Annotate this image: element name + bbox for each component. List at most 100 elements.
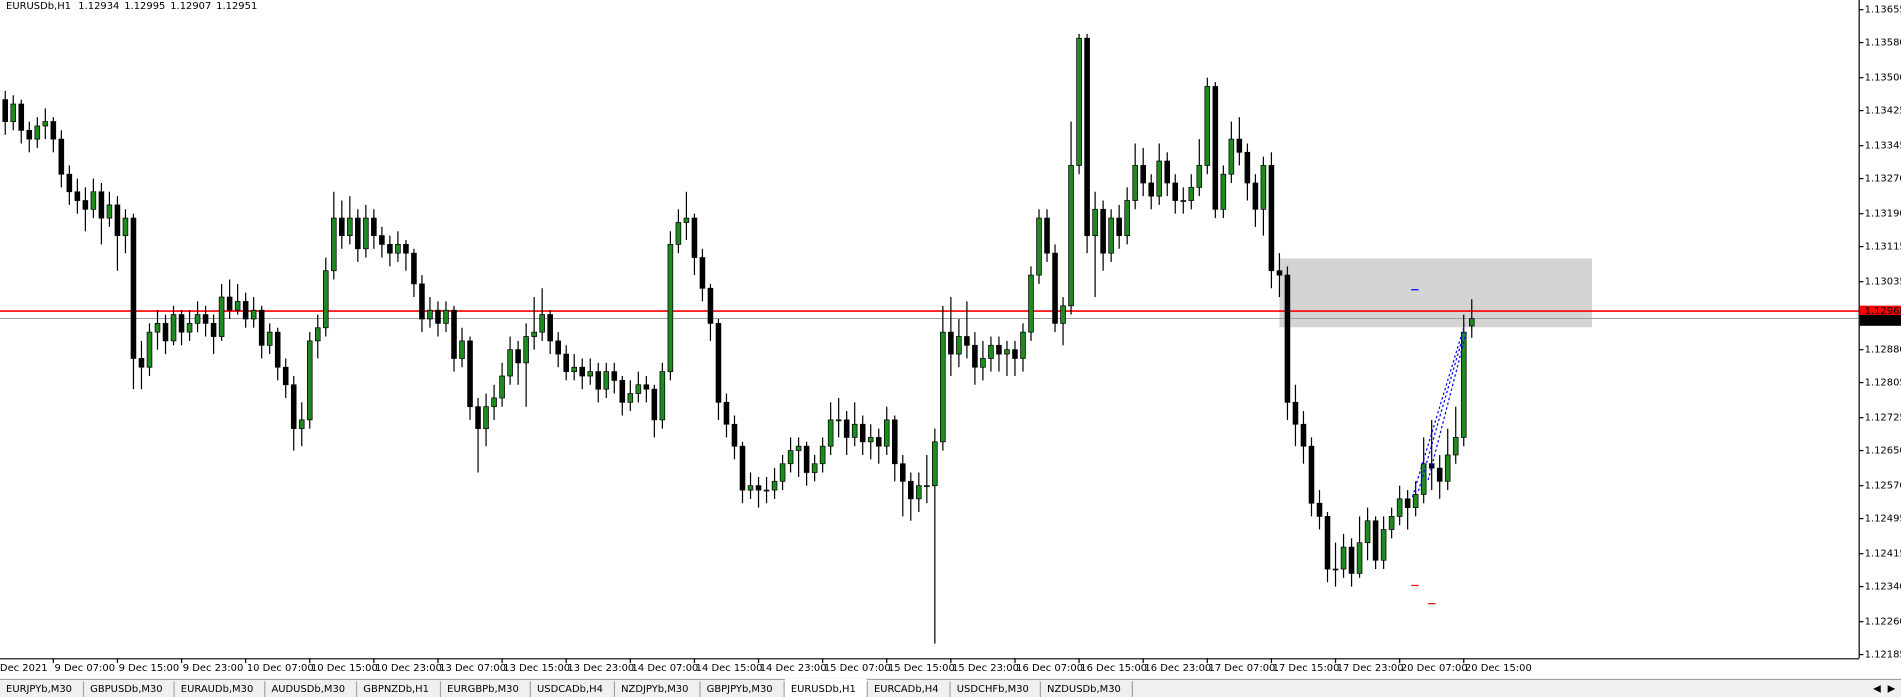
candle-body: [763, 489, 770, 492]
candle-body: [531, 331, 537, 337]
tab-label[interactable]: EURUSDb,H1: [791, 684, 856, 695]
candle-body: [298, 419, 305, 430]
candle-body: [1308, 445, 1315, 504]
tab-background[interactable]: [784, 678, 867, 697]
candle-body: [1212, 86, 1219, 210]
tab[interactable]: NZDUSDb,M30: [1040, 680, 1133, 697]
tab-label[interactable]: NZDJPYb,M30: [621, 684, 688, 695]
x-tick-label: 16 Dec 07:00: [1016, 663, 1083, 674]
tab-background[interactable]: [441, 680, 530, 697]
tab[interactable]: USDCHFb,M30: [950, 680, 1041, 697]
candle-body: [18, 103, 25, 131]
tab[interactable]: GBPNZDb,H1: [357, 680, 442, 697]
candle-body: [611, 371, 618, 381]
tab-background[interactable]: [265, 680, 357, 697]
tab-background[interactable]: [174, 680, 265, 697]
candle-body: [1356, 542, 1363, 574]
x-tick-label: 10 Dec 07:00: [247, 663, 314, 674]
tab[interactable]: GBPUSDb,M30: [84, 680, 175, 697]
tab-scroll-right[interactable]: ▶: [1888, 684, 1896, 695]
trade-line: [1417, 339, 1463, 492]
tab[interactable]: EURJPYb,M30: [0, 680, 85, 697]
tab-label[interactable]: EURGBPb,M30: [447, 684, 519, 695]
x-tick-label: 9 Dec 15:00: [119, 663, 180, 674]
candle-body: [1412, 494, 1419, 508]
x-tick-label: 9 Dec 23:00: [183, 663, 244, 674]
tab-background[interactable]: [867, 680, 950, 697]
tab-label[interactable]: GBPUSDb,M30: [90, 684, 162, 695]
x-tick-label: 20 Dec 07:00: [1401, 663, 1468, 674]
candle-body: [1228, 138, 1235, 175]
tab-background[interactable]: [84, 680, 174, 697]
tab-scroll-left[interactable]: ◀: [1873, 684, 1881, 695]
candle-body: [523, 336, 529, 364]
tab-background[interactable]: [530, 680, 614, 697]
candle-body: [186, 322, 193, 333]
candle-body: [1148, 182, 1154, 197]
candle-body: [1436, 467, 1443, 482]
tab-label[interactable]: EURAUDb,M30: [181, 684, 253, 695]
x-tick-label: 15 Dec 07:00: [824, 663, 891, 674]
tab[interactable]: USDCADb,H4: [530, 680, 616, 697]
candle-body: [787, 450, 794, 465]
candle-body: [274, 331, 281, 368]
y-tick-label: 1.12260: [1865, 617, 1901, 628]
y-tick-label: 1.13190: [1865, 209, 1901, 220]
tab-label[interactable]: EURJPYb,M30: [6, 684, 72, 695]
candle-body: [290, 384, 297, 430]
candle-body: [547, 314, 553, 342]
tab-label[interactable]: GBPNZDb,H1: [363, 684, 429, 695]
x-tick-label: 14 Dec 07:00: [632, 663, 699, 674]
tab[interactable]: NZDJPYb,M30: [615, 680, 701, 697]
candle-body: [1236, 138, 1243, 153]
tab[interactable]: EURCADb,H4: [867, 680, 951, 697]
candle-body: [731, 423, 738, 447]
tab[interactable]: AUDUSDb,M30: [265, 680, 358, 697]
candle-body: [1020, 331, 1026, 359]
y-tick-label: 1.12185: [1865, 650, 1901, 661]
y-tick-label: 1.13655: [1865, 5, 1901, 16]
tab-background[interactable]: [357, 680, 440, 697]
x-tick-label: 20 Dec 15:00: [1465, 663, 1532, 674]
tab-background[interactable]: [615, 680, 700, 697]
tab-label[interactable]: USDCADb,H4: [537, 684, 603, 695]
candle-body: [347, 217, 353, 236]
candle-body: [980, 358, 986, 368]
candle-body: [723, 401, 730, 425]
candle-body: [811, 463, 818, 473]
tab-background[interactable]: [700, 680, 784, 697]
tab[interactable]: GBPJPYb,M30: [700, 680, 785, 697]
candle-body: [1396, 498, 1403, 517]
tab[interactable]: EURUSDb,H1: [784, 678, 868, 697]
candle-body: [258, 309, 265, 346]
candle-body: [819, 445, 826, 465]
tab-background[interactable]: [950, 680, 1040, 697]
tab[interactable]: EURGBPb,M30: [441, 680, 531, 697]
candle-body: [178, 314, 185, 333]
tab-label[interactable]: EURCADb,H4: [874, 684, 939, 695]
tab-label[interactable]: GBPJPYb,M30: [707, 684, 773, 695]
candle-body: [619, 380, 626, 403]
candle-body: [1316, 502, 1323, 517]
candle-body: [1092, 208, 1098, 236]
candle-body: [403, 244, 409, 254]
candle-body: [226, 296, 233, 311]
candle-body: [1108, 217, 1114, 254]
tab-label[interactable]: USDCHFb,M30: [957, 684, 1029, 695]
candle-body: [1084, 37, 1090, 236]
tab[interactable]: EURAUDb,M30: [174, 680, 266, 697]
symbol: EURUSDb,H1: [6, 1, 71, 12]
tab-label[interactable]: AUDUSDb,M30: [271, 684, 345, 695]
y-tick-label: 1.12725: [1865, 413, 1901, 424]
candle-body: [1116, 217, 1122, 236]
candle-body: [467, 340, 473, 408]
tab-background[interactable]: [1040, 680, 1132, 697]
candle-body: [379, 235, 385, 245]
x-tick-label: 13 Dec 07:00: [439, 663, 506, 674]
candle-body: [1324, 516, 1331, 570]
level-layer: [0, 310, 1859, 320]
tab-label[interactable]: NZDUSDb,M30: [1047, 684, 1121, 695]
tab-background[interactable]: [0, 680, 83, 697]
x-tick-label: 16 Dec 23:00: [1144, 663, 1211, 674]
